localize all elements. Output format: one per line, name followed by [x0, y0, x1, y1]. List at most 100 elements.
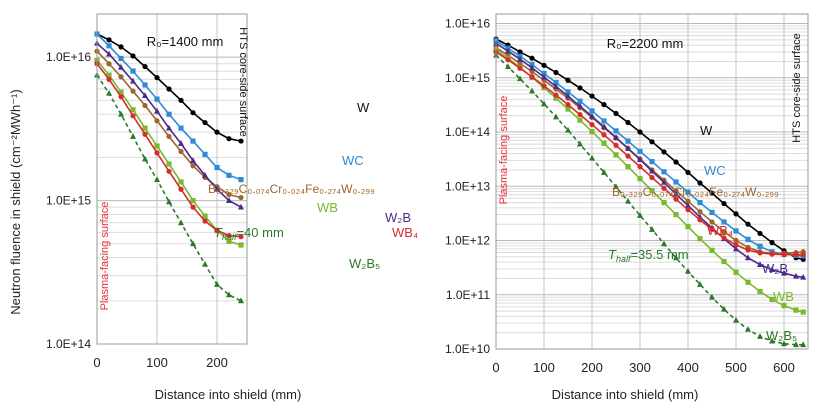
data-point — [202, 260, 208, 267]
data-point — [649, 139, 655, 145]
data-point — [214, 129, 220, 135]
left-label-W2B5: W₂B₅ — [349, 256, 380, 271]
data-point — [733, 242, 739, 248]
data-point — [673, 190, 679, 197]
data-point — [517, 49, 523, 55]
right-plot-frame — [495, 13, 809, 350]
data-point — [118, 44, 124, 50]
data-point — [577, 117, 583, 123]
data-point — [769, 337, 775, 344]
right-hts-surface-label: HTS core-side surface — [791, 33, 803, 142]
data-point — [733, 228, 739, 234]
y-tick-label: 1.0E+12 — [445, 234, 490, 248]
data-point — [637, 156, 643, 163]
data-point — [118, 110, 124, 117]
data-point — [553, 83, 559, 89]
data-point — [214, 227, 220, 233]
data-point — [565, 126, 571, 133]
x-tick-label: 100 — [146, 355, 168, 370]
data-point — [106, 61, 112, 67]
data-point — [106, 50, 112, 57]
data-point — [781, 340, 787, 347]
right-plasma-facing-label: Plasma-facing surface — [498, 96, 510, 205]
y-tick-label: 1.0E+14 — [46, 337, 91, 351]
data-point — [625, 144, 631, 151]
data-point — [601, 140, 607, 146]
data-point — [769, 239, 775, 246]
data-point — [757, 230, 763, 237]
data-point — [166, 198, 172, 205]
data-point — [541, 62, 547, 68]
data-point — [226, 172, 232, 178]
data-point — [769, 251, 775, 257]
data-point — [142, 92, 148, 98]
data-point — [709, 226, 715, 233]
x-tick-label: 600 — [773, 360, 795, 375]
data-point — [178, 140, 184, 146]
data-point — [190, 240, 196, 247]
data-point — [202, 213, 208, 219]
data-point — [142, 102, 148, 109]
left-tick-labels: 1.0E+14 1.0E+15 1.0E+16 0 100 200 — [46, 50, 228, 370]
data-point — [721, 258, 727, 265]
data-point — [601, 169, 607, 175]
data-point — [625, 138, 631, 144]
right-tick-labels: 1.0E+10 1.0E+11 1.0E+12 1.0E+13 1.0E+14 1.0E+… — [445, 17, 795, 375]
data-point — [733, 269, 739, 275]
data-point — [214, 281, 220, 287]
right-label-WB: WB — [773, 289, 794, 304]
data-point — [745, 254, 751, 261]
data-point — [130, 68, 136, 74]
data-point — [226, 192, 232, 198]
data-point — [800, 341, 807, 348]
data-point — [721, 305, 727, 312]
data-point — [529, 74, 535, 80]
data-point — [541, 70, 547, 77]
data-point — [589, 108, 595, 114]
data-point — [721, 200, 727, 207]
data-point — [649, 167, 655, 174]
data-point — [577, 98, 583, 104]
data-point — [190, 157, 196, 164]
left-label-W2B: W₂B — [385, 210, 411, 225]
data-point — [565, 89, 571, 95]
data-point — [757, 288, 763, 295]
data-point — [697, 200, 703, 206]
data-point — [553, 69, 559, 76]
data-point — [106, 43, 112, 49]
left-label-W: W — [357, 100, 370, 115]
left-label-WC: WC — [342, 153, 364, 168]
data-point — [601, 123, 607, 130]
data-point — [238, 194, 244, 201]
y-tick-label: 1.0E+14 — [445, 125, 490, 139]
data-point — [793, 307, 799, 313]
data-point — [697, 217, 703, 223]
data-point — [166, 161, 172, 167]
data-point — [166, 86, 172, 92]
right-label-WC: WC — [704, 163, 726, 178]
data-point — [793, 341, 799, 348]
y-tick-label: 1.0E+15 — [46, 194, 91, 208]
data-point — [142, 125, 148, 131]
left-hts-surface-label: HTS core-side surface — [237, 27, 249, 136]
data-point — [673, 212, 679, 218]
right-series — [493, 36, 807, 348]
right-thalf-label: Thalf=35.5 mm — [608, 247, 689, 264]
data-point — [106, 72, 112, 78]
data-point — [130, 113, 136, 119]
data-point — [202, 151, 208, 157]
data-point — [589, 112, 595, 119]
data-point — [154, 143, 160, 149]
data-point — [238, 203, 244, 210]
data-point — [697, 236, 703, 242]
data-point — [565, 106, 571, 112]
data-point — [613, 134, 619, 140]
data-point — [793, 272, 799, 279]
data-point — [178, 179, 184, 185]
data-point — [697, 180, 703, 186]
data-point — [673, 179, 679, 185]
data-point — [178, 219, 184, 226]
right-label-W2B: W₂B — [762, 261, 788, 276]
data-point — [130, 77, 136, 84]
